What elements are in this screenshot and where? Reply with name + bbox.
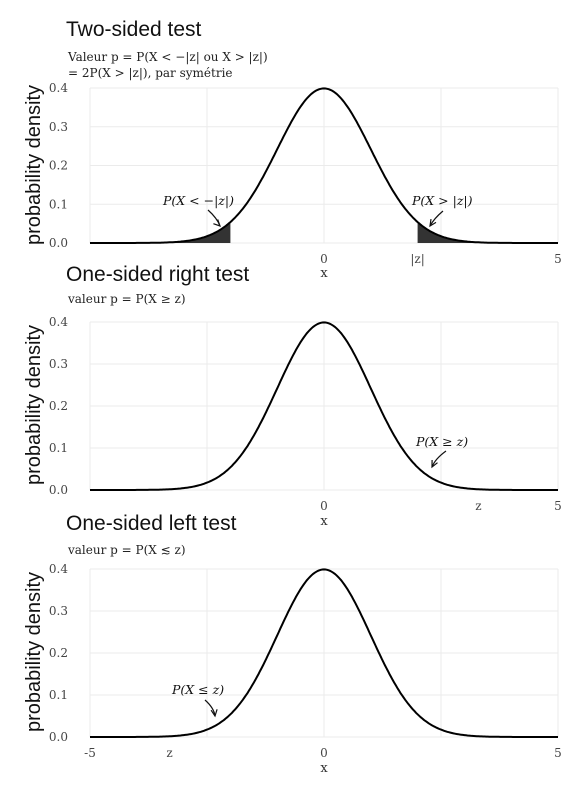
y-tick-label: 0.4 xyxy=(49,562,68,576)
shaded-tail-area xyxy=(417,222,558,243)
x-tick-label: 5 xyxy=(554,252,562,266)
y-tick-label: 0.4 xyxy=(49,315,68,329)
y-tick-label: 0.1 xyxy=(49,441,68,455)
x-tick-label: -5 xyxy=(84,746,96,760)
x-tick-label: |z| xyxy=(410,252,424,266)
x-axis-label: x xyxy=(320,266,328,281)
annotation-arrowhead xyxy=(210,709,218,718)
x-axis-label: x xyxy=(320,761,328,776)
density-curve xyxy=(90,568,558,738)
x-tick-label: 0 xyxy=(320,499,328,513)
density-curve xyxy=(90,87,558,244)
x-tick-label: 0 xyxy=(320,252,328,266)
annotation-arrowhead xyxy=(429,219,437,228)
chart-title: One-sided left test xyxy=(66,512,237,535)
y-tick-label: 0.4 xyxy=(49,81,68,95)
y-tick-label: 0.2 xyxy=(49,646,68,660)
y-tick-label: 0.3 xyxy=(49,120,68,134)
x-tick-label: z xyxy=(475,499,481,513)
y-axis-label: probability density xyxy=(23,572,45,732)
y-axis-label: probability density xyxy=(23,85,45,245)
y-tick-label: 0.3 xyxy=(49,604,68,618)
shaded-tail-area xyxy=(90,222,231,243)
annotation-label: P(X ≤ z) xyxy=(171,682,224,697)
y-tick-label: 0.1 xyxy=(49,688,68,702)
chart-panel-2: 0.0 0.1 0.2 0.3 0.4 0 z 5 x probability density On… xyxy=(23,263,562,529)
y-tick-label: 0.2 xyxy=(49,399,68,413)
chart-panel-3: 0.0 0.1 0.2 0.3 0.4 -5 z 0 5 x probability density… xyxy=(23,512,562,776)
x-tick-label: 5 xyxy=(554,746,562,760)
x-tick-label: 5 xyxy=(554,499,562,513)
x-axis-label: x xyxy=(320,514,328,529)
y-tick-label: 0.2 xyxy=(49,159,68,173)
y-tick-label: 0.0 xyxy=(49,730,68,744)
x-tick-label: 0 xyxy=(320,746,328,760)
annotation-label: P(X > |z|) xyxy=(411,193,473,208)
y-axis-label: probability density xyxy=(23,325,45,485)
density-curve xyxy=(90,321,558,491)
chart-panel-1: 0.0 0.1 0.2 0.3 0.4 0 |z| 5 x probability density… xyxy=(23,18,562,281)
annotation-label: P(X ≥ z) xyxy=(415,434,468,449)
annotation-arrowhead xyxy=(213,219,221,227)
annotation-label: P(X < −|z|) xyxy=(162,193,234,208)
y-tick-label: 0.3 xyxy=(49,357,68,371)
y-tick-label: 0.1 xyxy=(49,197,68,211)
y-tick-label: 0.0 xyxy=(49,483,68,497)
chart-subtitle: = 2P(X > |z|), par symétrie xyxy=(68,66,233,80)
chart-subtitle: valeur p = P(X ≲ z) xyxy=(67,543,186,557)
x-tick-label: z xyxy=(166,746,172,760)
chart-subtitle: valeur p = P(X ≥ z) xyxy=(67,292,186,306)
chart-title: One-sided right test xyxy=(66,263,249,286)
chart-subtitle: Valeur p = P(X < −|z| ou X > |z|) xyxy=(67,50,268,64)
annotation-arrowhead xyxy=(431,459,438,469)
chart-title: Two-sided test xyxy=(66,18,202,41)
y-tick-label: 0.0 xyxy=(49,236,68,250)
